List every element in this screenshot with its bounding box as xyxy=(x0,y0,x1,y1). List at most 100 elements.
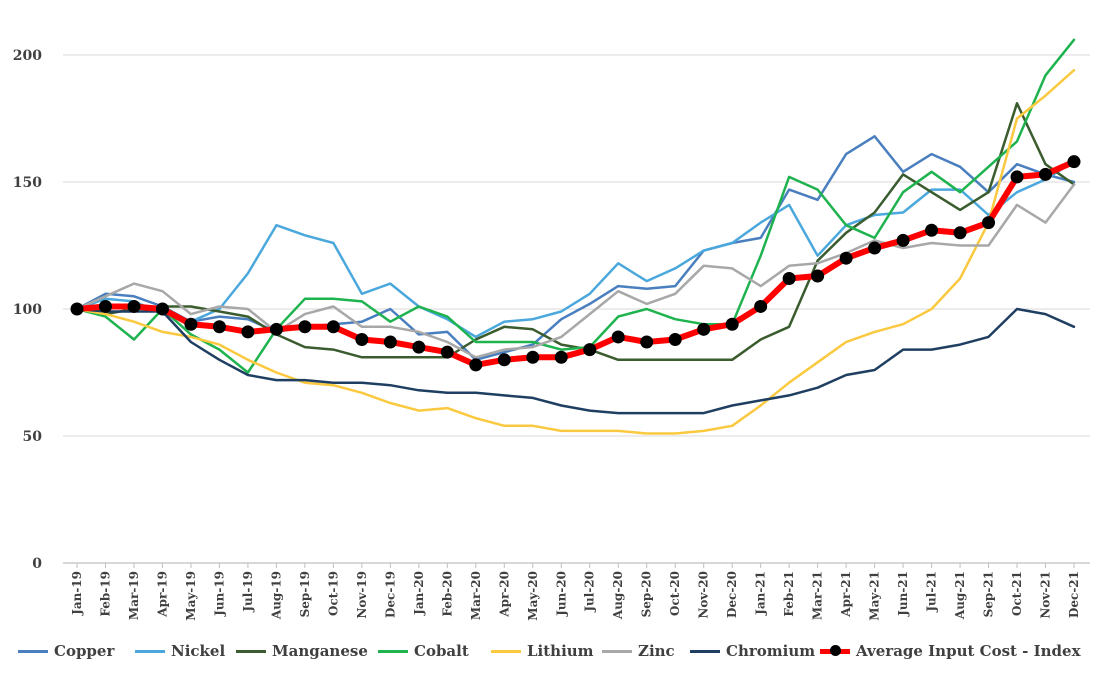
legend-label: Lithium xyxy=(527,642,594,660)
legend-label: Nickel xyxy=(171,642,226,660)
y-axis: 0 50 100 150 200 xyxy=(13,48,42,572)
y-tick-label: 0 xyxy=(32,556,42,572)
data-point xyxy=(127,299,141,313)
y-tick-label: 150 xyxy=(13,175,42,191)
data-point xyxy=(640,335,654,349)
data-point xyxy=(868,241,882,255)
x-tick-label: Jun-19 xyxy=(212,571,226,617)
data-point xyxy=(982,216,996,230)
data-point xyxy=(953,226,967,240)
x-tick-label: Jan-21 xyxy=(754,571,768,616)
series-line-zinc xyxy=(75,183,1076,359)
x-tick-label: Sep-19 xyxy=(298,571,312,617)
x-tick-label: Feb-19 xyxy=(98,571,112,617)
legend-item: Manganese xyxy=(236,637,368,665)
data-point xyxy=(70,302,84,316)
data-point xyxy=(241,325,255,339)
legend-swatch xyxy=(690,649,720,653)
x-tick-label: Sep-21 xyxy=(982,571,996,617)
x-tick-label: Oct-21 xyxy=(1010,571,1024,616)
legend-item: Zinc xyxy=(602,637,675,665)
x-tick-label: Nov-19 xyxy=(355,571,369,619)
data-point xyxy=(697,322,711,336)
data-point xyxy=(896,233,910,247)
series-line-lithium xyxy=(75,68,1076,435)
legend-item: Nickel xyxy=(135,637,225,665)
x-tick-label: Dec-21 xyxy=(1067,571,1081,618)
x-axis: Jan-19 Feb-19 Mar-19 Apr-19 May-19 Jun-19 Jul-… xyxy=(70,563,1081,621)
legend-item: Cobalt xyxy=(378,637,469,665)
legend-item: Chromium xyxy=(690,637,815,665)
data-point xyxy=(526,350,540,364)
data-point xyxy=(668,332,682,346)
data-point xyxy=(1010,170,1024,184)
x-tick-label: Sep-20 xyxy=(640,571,654,617)
x-tick-label: Oct-20 xyxy=(668,571,682,616)
legend-marker xyxy=(830,644,841,656)
data-point xyxy=(583,343,597,357)
legend-label: Cobalt xyxy=(414,642,469,660)
x-tick-label: Mar-21 xyxy=(811,571,825,620)
x-tick-label: Aug-21 xyxy=(953,571,967,620)
series-line-chromium xyxy=(75,307,1076,415)
series-line-cobalt xyxy=(75,38,1076,374)
x-tick-label: Dec-19 xyxy=(383,571,397,618)
legend-swatch xyxy=(602,649,632,653)
x-tick-label: Jun-21 xyxy=(896,571,910,617)
legend-label: Chromium xyxy=(726,642,816,660)
data-point xyxy=(412,340,426,354)
legend-label: Average Input Cost - Index xyxy=(856,642,1081,660)
series-group xyxy=(70,38,1081,435)
data-point xyxy=(155,302,169,316)
data-point xyxy=(383,335,397,349)
data-point xyxy=(497,353,511,367)
series-line-copper xyxy=(75,135,1076,362)
data-point xyxy=(1039,167,1053,181)
x-tick-label: Jul-20 xyxy=(583,571,597,613)
y-tick-label: 50 xyxy=(23,429,43,445)
data-point xyxy=(611,330,625,344)
x-tick-label: Jan-19 xyxy=(70,571,84,616)
data-point xyxy=(811,269,825,283)
data-point xyxy=(469,358,483,372)
legend-item: Copper xyxy=(18,637,114,665)
data-point xyxy=(212,320,226,334)
data-point xyxy=(754,299,768,313)
data-point xyxy=(554,350,568,364)
series-line-nickel xyxy=(75,160,1076,339)
y-tick-label: 100 xyxy=(13,302,42,318)
series-line-average-input-cost-index xyxy=(74,158,1077,368)
legend: Copper Nickel Manganese Cobalt Lithium Zinc Ch… xyxy=(0,637,1108,665)
legend-swatch xyxy=(135,649,165,653)
legend-item: Average Input Cost - Index xyxy=(820,637,1081,665)
data-point xyxy=(839,251,853,265)
legend-swatch xyxy=(820,644,850,656)
x-tick-label: Mar-20 xyxy=(469,571,483,620)
data-point xyxy=(184,317,198,331)
legend-swatch xyxy=(491,649,521,653)
legend-item: Lithium xyxy=(491,637,594,665)
x-tick-label: May-21 xyxy=(868,571,882,621)
data-point xyxy=(782,272,796,286)
x-tick-label: Jun-20 xyxy=(554,571,568,617)
data-point xyxy=(440,345,454,359)
data-point xyxy=(725,317,739,331)
x-tick-label: Feb-21 xyxy=(782,571,796,617)
x-tick-label: Jul-19 xyxy=(241,571,255,613)
x-tick-label: Apr-20 xyxy=(497,571,511,618)
y-tick-label: 200 xyxy=(13,48,42,64)
legend-swatch xyxy=(378,649,408,653)
data-point xyxy=(326,320,340,334)
legend-label: Zinc xyxy=(638,642,675,660)
data-point xyxy=(1067,155,1081,169)
x-tick-label: Apr-19 xyxy=(155,571,169,618)
legend-label: Manganese xyxy=(272,642,368,660)
legend-swatch xyxy=(18,649,48,653)
x-tick-label: Nov-21 xyxy=(1039,571,1053,619)
data-point xyxy=(298,320,312,334)
x-tick-label: Mar-19 xyxy=(127,571,141,620)
x-tick-label: Oct-19 xyxy=(326,571,340,616)
x-tick-label: Jul-21 xyxy=(925,571,939,613)
x-tick-label: Dec-20 xyxy=(725,571,739,618)
